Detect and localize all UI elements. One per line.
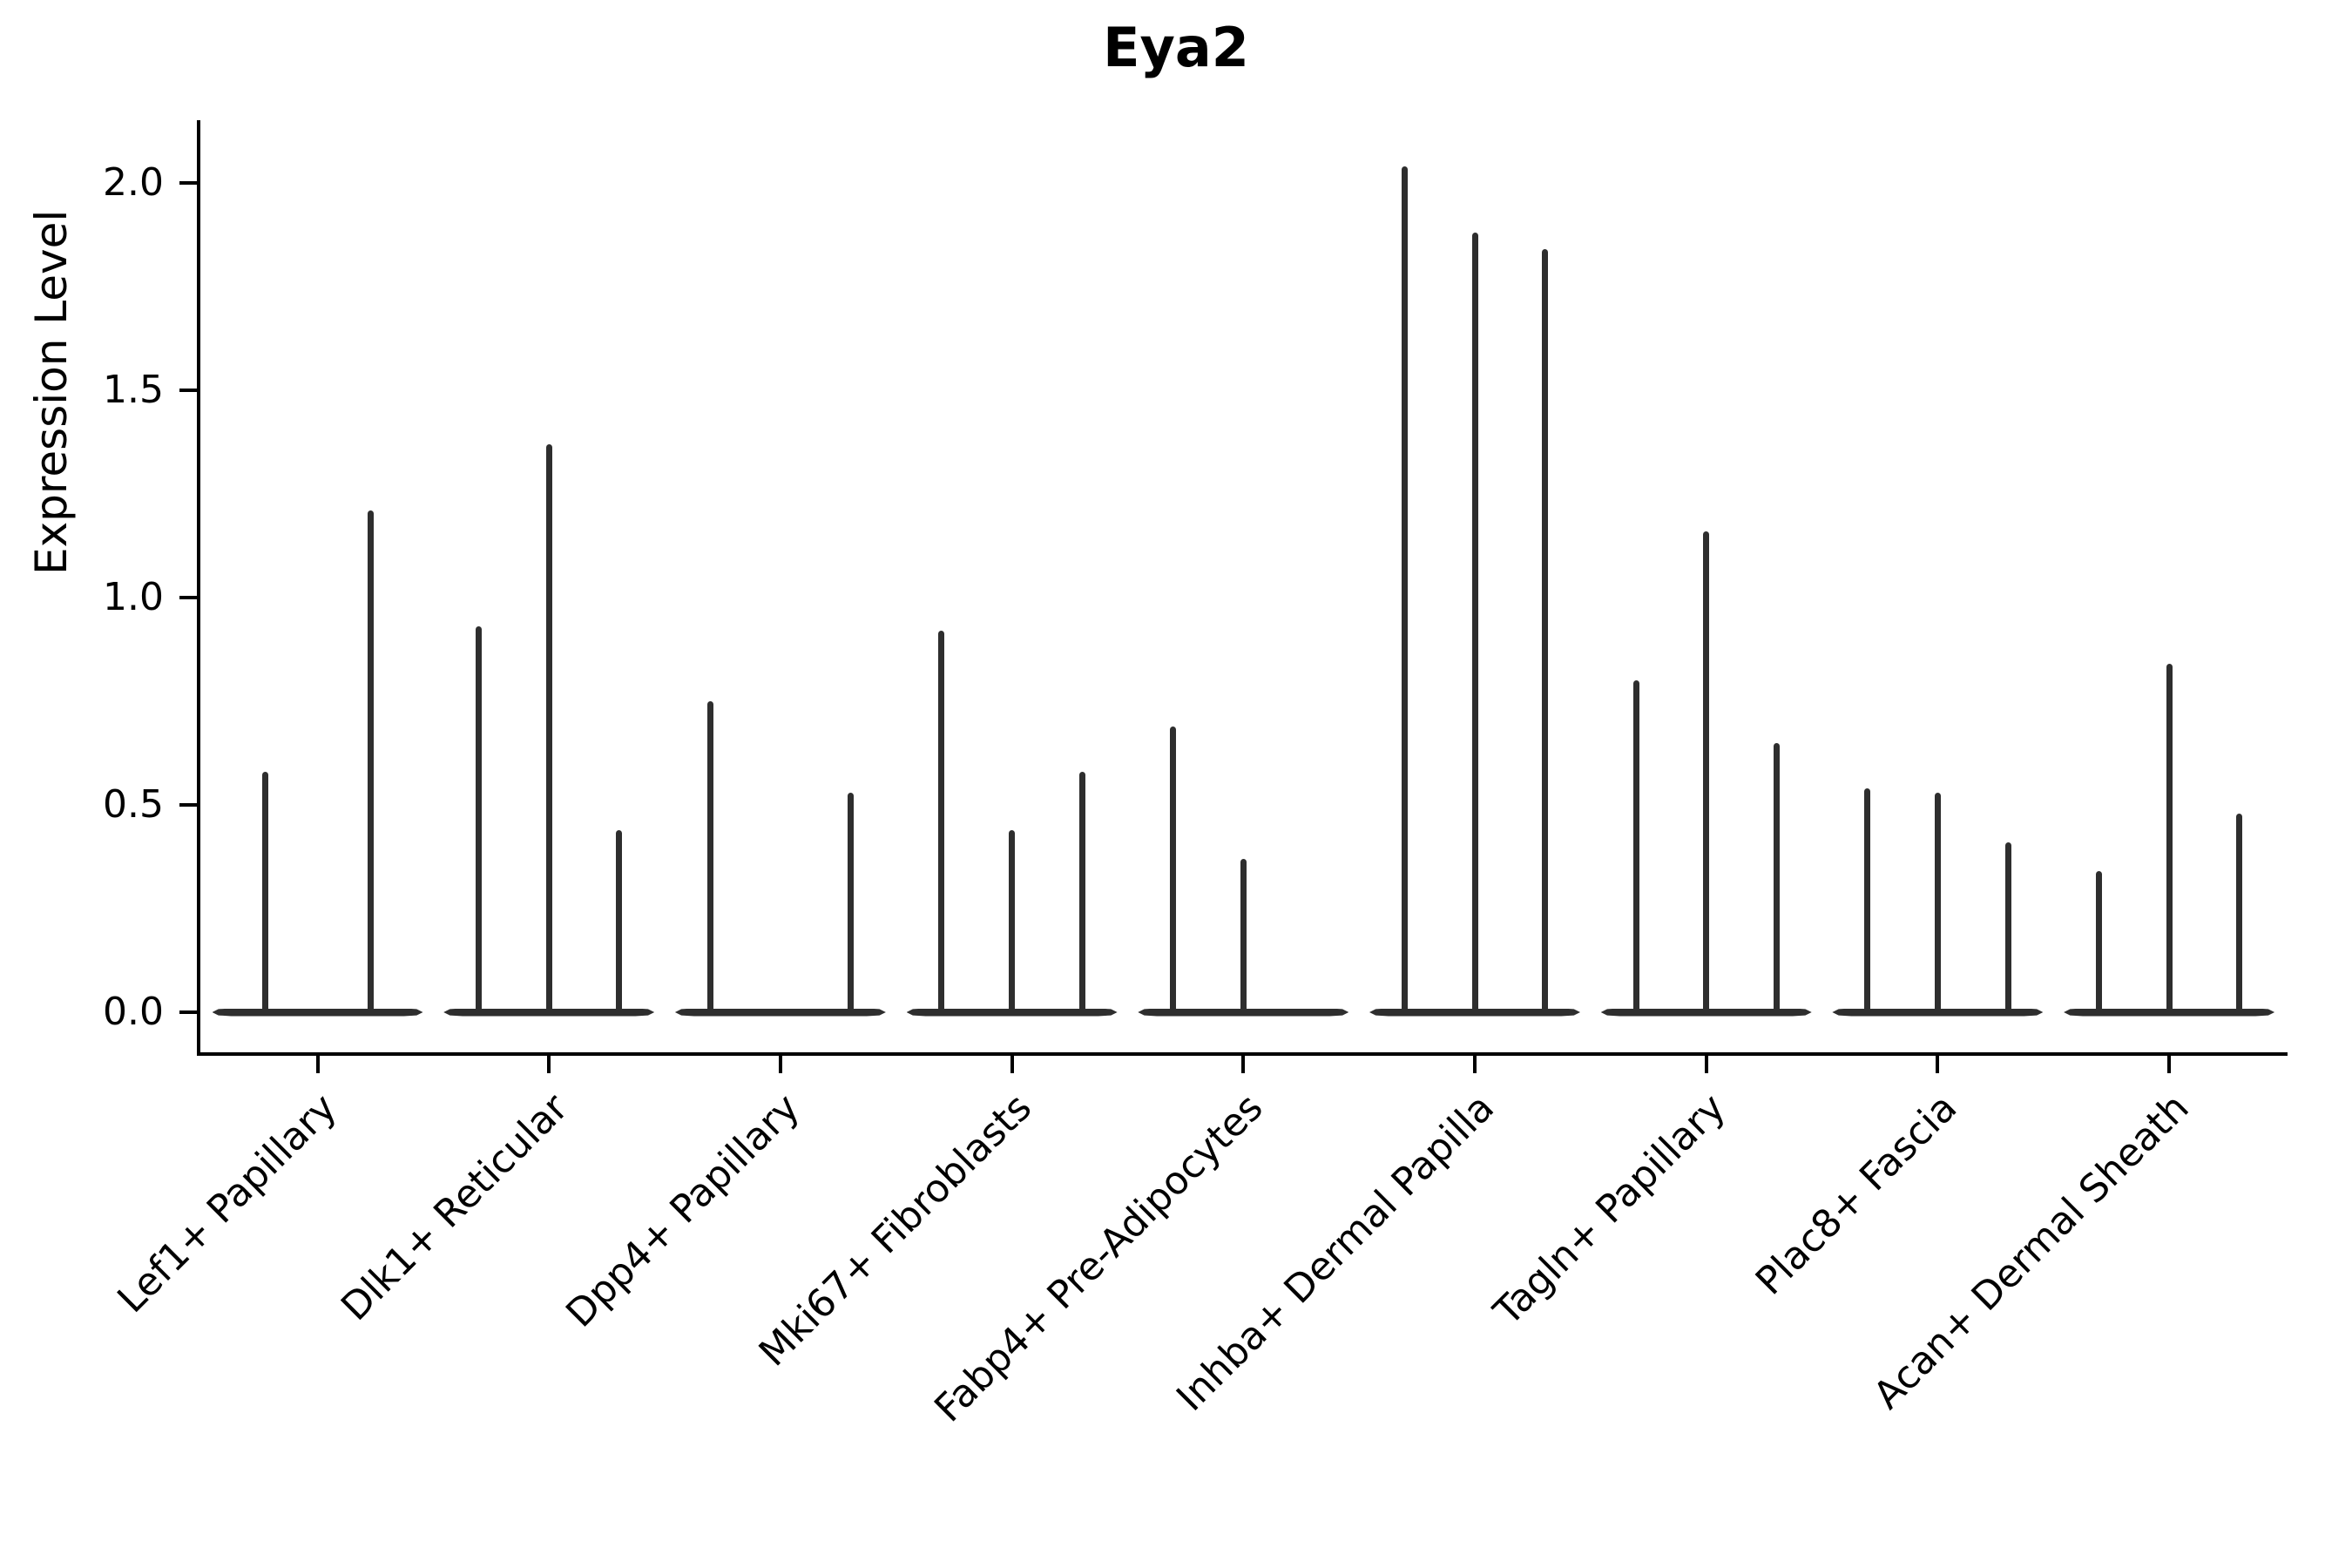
y-tick [179,389,197,392]
violin-spike [938,631,945,1012]
violin-zero-bulge [212,1008,423,1017]
x-tick [1936,1056,1940,1073]
x-category-label: Lef1+ Papillary [109,1085,346,1322]
violin-zero-bulge [1369,1008,1580,1017]
y-tick [179,1010,197,1014]
violin-spike [1240,858,1247,1012]
x-tick [1241,1056,1246,1073]
violin-spike [476,626,483,1012]
violin-spike [1773,742,1780,1012]
x-tick [315,1056,320,1073]
violin-zero-bulge [443,1008,655,1017]
violin-spike [1401,166,1408,1012]
x-tick [1010,1056,1014,1073]
y-tick-label: 2.0 [103,160,164,205]
x-tick [1473,1056,1477,1073]
violin-spike [2236,813,2243,1012]
violin-spike [1471,233,1478,1012]
bottom-spine [197,1052,2288,1056]
x-category-label: Tagln+ Papillary [1485,1085,1734,1335]
y-tick-label: 0.0 [103,990,164,1034]
x-tick [778,1056,782,1073]
y-tick-label: 1.0 [103,575,164,619]
violin-spike [1170,726,1177,1012]
x-tick [547,1056,551,1073]
violin-zero-bulge [1138,1008,1349,1017]
violin-zero-bulge [2064,1008,2275,1017]
violin-spike [2166,664,2173,1012]
x-category-label: Plac8+ Fascia [1747,1085,1966,1304]
y-tick [179,181,197,185]
violin-spike [848,792,855,1012]
x-tick [2167,1056,2172,1073]
violin-spike [545,443,552,1012]
violin-spike [1542,249,1549,1012]
violin-zero-bulge [674,1008,886,1017]
y-tick [179,596,197,599]
chart-title: Eya2 [1103,16,1249,79]
x-category-label: Dlk1+ Reticular [333,1085,578,1329]
violin-spike [1632,680,1639,1012]
violin-spike [2095,871,2102,1012]
violin-spike [1078,771,1085,1012]
violin-spike [706,701,713,1012]
violin-zero-bulge [1832,1008,2044,1017]
left-spine [197,120,200,1056]
violin-zero-bulge [906,1008,1118,1017]
y-tick [179,803,197,807]
y-tick-label: 1.5 [103,368,164,412]
violin-spike [261,771,268,1012]
violin-spike [1864,787,1871,1012]
violin-zero-bulge [1600,1008,1812,1017]
violin-spike [1009,829,1016,1012]
violin-spike [367,510,374,1012]
violin-spike [616,829,623,1012]
y-tick-label: 0.5 [103,782,164,827]
violin-spike [1934,792,1941,1012]
x-tick [1704,1056,1708,1073]
violin-spike [2004,841,2011,1012]
x-category-label: Dpp4+ Papillary [558,1085,808,1336]
violin-spike [1703,531,1710,1012]
